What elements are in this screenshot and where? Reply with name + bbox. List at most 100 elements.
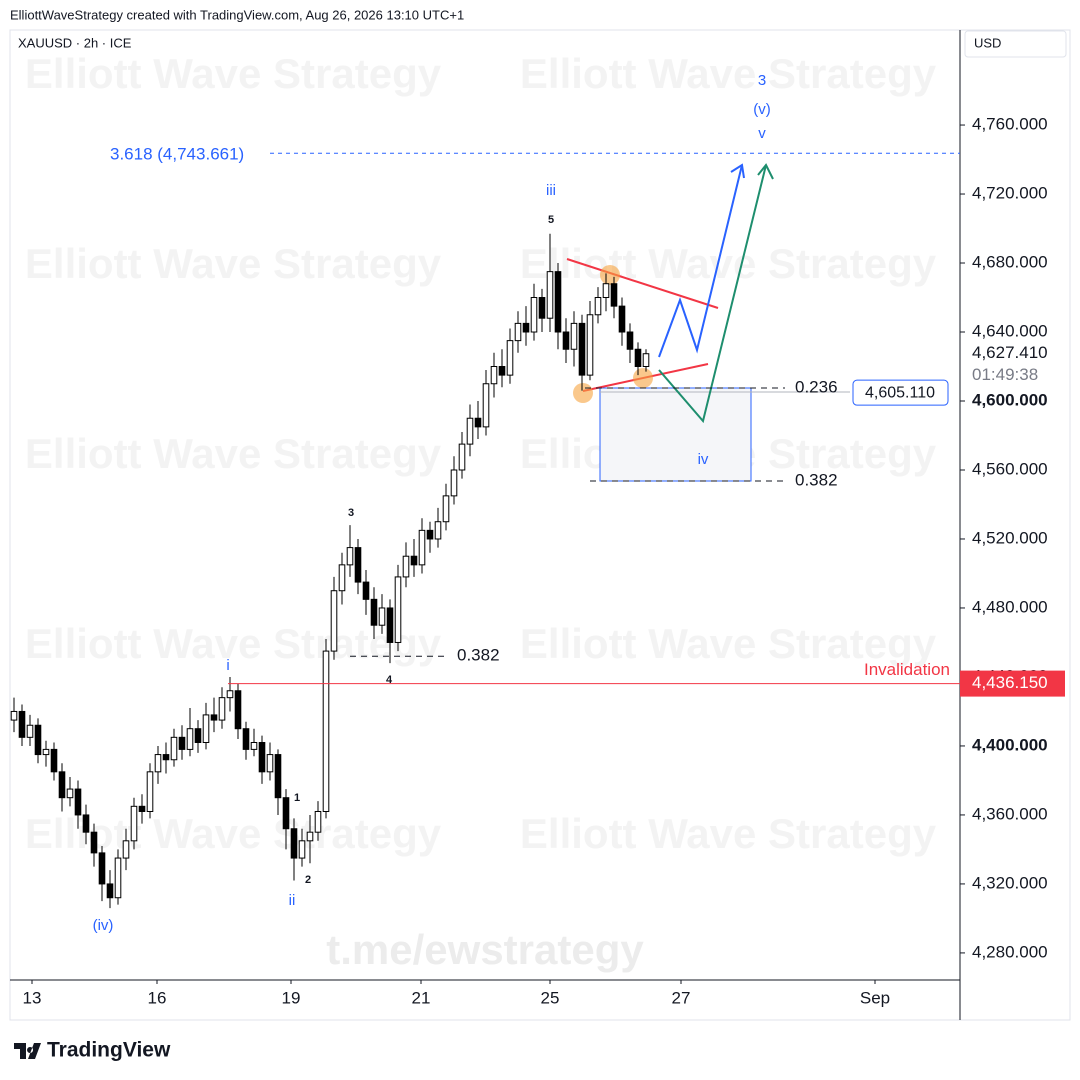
y-tick-label: 4,360.000 xyxy=(972,804,1048,823)
target-box xyxy=(599,387,752,482)
candle-body xyxy=(634,348,642,368)
candle-body xyxy=(410,555,418,566)
marked-price: 4,605.110 xyxy=(865,384,935,401)
candle-body xyxy=(402,555,410,578)
candle-body xyxy=(258,742,266,773)
invalidation-badge xyxy=(960,670,1065,697)
candle-body xyxy=(138,805,146,812)
logo xyxy=(14,1043,41,1059)
wave-label: iv xyxy=(698,451,709,468)
candle-body xyxy=(130,805,138,842)
candle-body xyxy=(90,831,98,854)
candle-body xyxy=(578,322,586,376)
brand-name: TradingView xyxy=(47,1039,171,1062)
wave-label: ii xyxy=(289,892,296,909)
currency: USD xyxy=(974,35,1001,50)
candle-body xyxy=(178,736,186,750)
candle-body xyxy=(490,366,498,385)
candle-body xyxy=(34,724,42,756)
credit: ElliottWaveStrategy created with Trading… xyxy=(10,7,464,22)
candle-body xyxy=(250,742,258,750)
x-tick-label: 16 xyxy=(148,988,167,1007)
candle-body xyxy=(450,469,458,497)
candle-body xyxy=(594,297,602,316)
arrow-head xyxy=(757,163,774,180)
candle-body xyxy=(50,748,58,773)
candle-body xyxy=(362,581,370,600)
candle-body xyxy=(322,650,330,812)
blue-projection xyxy=(658,164,743,358)
x-tick-label: Sep xyxy=(860,988,890,1007)
invalidation-title: Invalidation xyxy=(864,660,950,679)
candle-body xyxy=(162,754,170,761)
wave-label: 3 xyxy=(348,507,354,519)
y-tick-label: 4,760.000 xyxy=(972,115,1048,134)
wave-label: 4 xyxy=(386,674,393,686)
candle-body xyxy=(378,607,386,626)
wave-label: iii xyxy=(546,182,556,199)
candle-body xyxy=(546,271,554,319)
y-tick-label: 4,680.000 xyxy=(972,253,1048,272)
candle-body xyxy=(194,728,202,744)
candle-body xyxy=(466,417,474,445)
wave-label: 3 xyxy=(758,72,766,89)
author-watermark: Elliott Wave Strategy xyxy=(520,810,937,857)
candle-body xyxy=(554,271,562,333)
x-tick-label: 25 xyxy=(541,988,560,1007)
author-watermark: Elliott Wave Strategy xyxy=(25,50,442,97)
candle-body xyxy=(338,564,346,592)
symbol: XAUUSD · 2h · ICE xyxy=(18,35,132,50)
frame xyxy=(9,29,1071,1021)
green-projection xyxy=(658,164,767,424)
author-watermark: Elliott Wave Strategy xyxy=(520,50,937,97)
triangle-upper xyxy=(566,258,719,309)
candle-body xyxy=(394,576,402,643)
y-tick-label: 4,520.000 xyxy=(972,528,1048,547)
y-tick-label: 4,320.000 xyxy=(972,873,1048,892)
candle-body xyxy=(370,598,378,626)
candle-body xyxy=(106,883,114,899)
candle-body xyxy=(18,710,26,738)
candle-body xyxy=(58,771,66,799)
candle-body xyxy=(538,297,546,319)
countdown: 01:49:38 xyxy=(972,365,1038,384)
link-watermark: t.me/ewstrategy xyxy=(326,926,644,973)
candle-body xyxy=(242,728,250,750)
candle-body xyxy=(530,297,538,333)
author-watermark: Elliott Wave Strategy xyxy=(25,430,442,477)
candles xyxy=(10,233,650,909)
x-tick-label: 21 xyxy=(412,988,431,1007)
author-watermark: Elliott Wave Strategy xyxy=(25,620,442,667)
brand: TradingView xyxy=(14,1039,171,1062)
candle-body xyxy=(66,788,74,799)
pivot-circle xyxy=(573,383,593,403)
x-tick-label: 13 xyxy=(23,988,42,1007)
y-tick-label: 4,640.000 xyxy=(972,321,1048,340)
candle-body xyxy=(10,710,18,721)
currency-box xyxy=(964,30,1067,58)
candle-body xyxy=(82,814,90,833)
candle-body xyxy=(122,840,130,859)
candle-body xyxy=(170,736,178,761)
candle-body xyxy=(442,495,450,523)
wave-label: i xyxy=(226,657,229,674)
candle-body xyxy=(426,529,434,540)
candle-body xyxy=(346,547,354,566)
candle-body xyxy=(202,714,210,743)
pivot-circle xyxy=(600,265,620,285)
candle-body xyxy=(482,383,490,428)
candle-body xyxy=(418,529,426,566)
candle-body xyxy=(218,697,226,721)
candle-body xyxy=(314,810,322,833)
fib-label: 0.382 xyxy=(795,471,838,490)
candle-body xyxy=(642,353,650,368)
candle-body xyxy=(602,283,610,299)
candle-body xyxy=(618,305,626,333)
candle-body xyxy=(114,857,122,899)
pivot-circle xyxy=(633,368,653,388)
author-watermark: Elliott Wave Strategy xyxy=(520,620,937,667)
author-watermark: Elliott Wave Strategy xyxy=(25,240,442,287)
x-tick-label: 19 xyxy=(282,988,301,1007)
candle-body xyxy=(154,754,162,773)
candle-body xyxy=(514,322,522,342)
